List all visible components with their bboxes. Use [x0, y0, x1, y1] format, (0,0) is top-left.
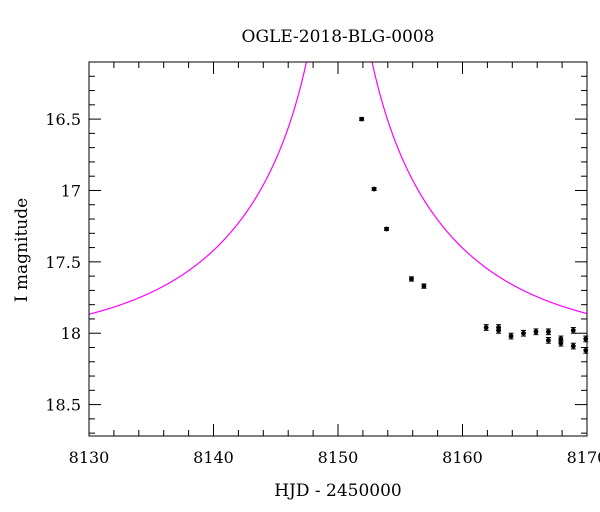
- data-point: [546, 337, 551, 343]
- data-point: [533, 329, 539, 335]
- x-axis-label: HJD - 2450000: [274, 481, 402, 501]
- data-point: [570, 327, 576, 333]
- data-point: [558, 340, 564, 346]
- x-tick-label: 8150: [318, 448, 359, 467]
- model-curve-group: [89, 62, 587, 315]
- x-tick-label: 8130: [69, 448, 110, 467]
- data-point: [483, 325, 489, 330]
- data-point: [384, 226, 389, 232]
- y-tick-label: 18.5: [45, 396, 81, 415]
- data-point: [570, 343, 576, 349]
- y-axis-label: I magnitude: [12, 198, 32, 302]
- x-tick-label: 8160: [442, 448, 483, 467]
- y-tick-label: 17: [61, 181, 81, 200]
- x-tick-label: 8140: [193, 448, 234, 467]
- model-curve: [89, 62, 587, 315]
- data-point: [421, 283, 427, 289]
- data-point: [409, 276, 414, 282]
- plot-frame: [88, 61, 588, 437]
- data-point: [508, 333, 514, 339]
- data-point: [371, 186, 377, 192]
- y-tick-label: 17.5: [45, 253, 81, 272]
- tick-labels: 8130 8140 8150 8160 8170 16.5 17 17.5 18 18.5: [45, 110, 600, 467]
- data-point: [546, 329, 551, 335]
- axis-ticks: [88, 62, 588, 436]
- data-point: [521, 330, 526, 336]
- y-tick-label: 18: [61, 324, 81, 343]
- y-tick-label: 16.5: [45, 110, 81, 129]
- data-point: [359, 116, 365, 122]
- data-point: [496, 327, 502, 333]
- chart-title: OGLE-2018-BLG-0008: [242, 27, 435, 47]
- x-tick-label: 8170: [567, 448, 600, 467]
- data-points-group: [359, 116, 589, 354]
